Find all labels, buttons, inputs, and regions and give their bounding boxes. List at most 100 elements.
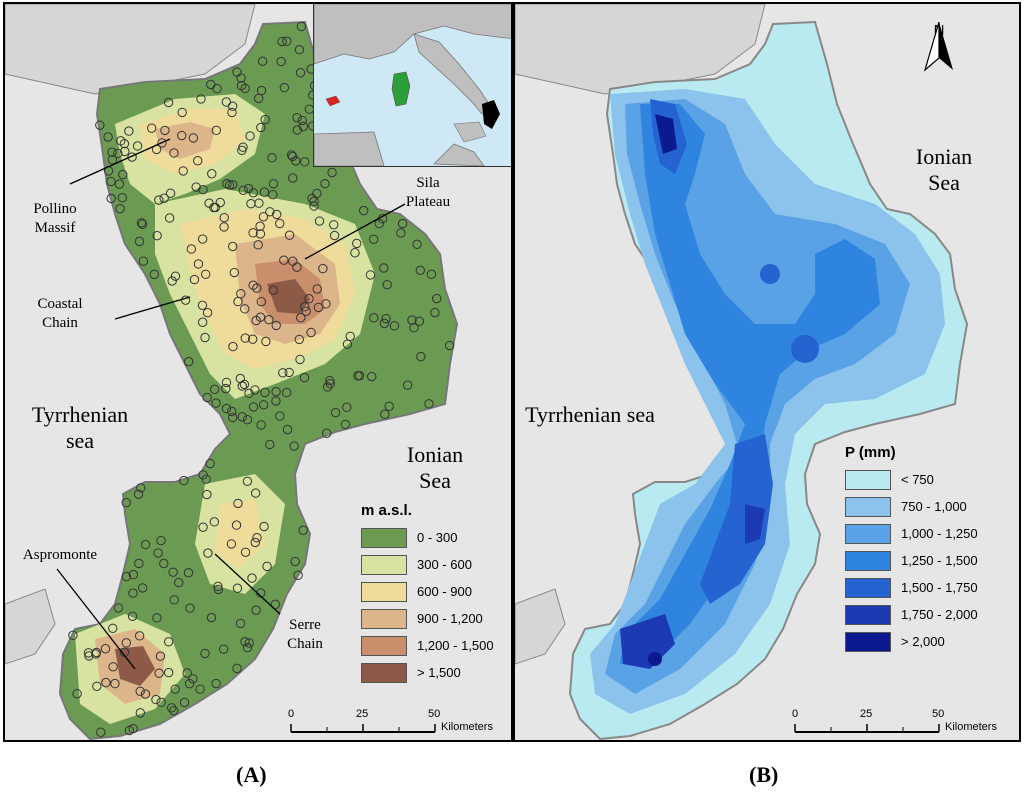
station-marker [163,97,174,108]
station-marker [412,239,422,250]
station-marker [135,686,145,696]
station-marker [257,56,268,66]
station-marker [292,125,303,135]
station-marker [279,255,289,265]
coastal-chain-label: Coastal Chain [37,296,83,331]
station-marker [153,548,163,558]
station-marker [232,663,242,674]
elevation-legend-label: 300 - 600 [417,557,472,572]
precipitation-legend-label: < 750 [901,472,934,487]
station-marker [296,313,306,323]
station-marker [258,212,269,222]
precipitation-legend-swatch [845,577,891,598]
station-marker [168,567,178,577]
station-marker [84,651,94,661]
station-marker [298,525,308,535]
station-marker [242,414,253,425]
station-marker [146,123,157,133]
station-marker [154,668,164,678]
station-marker [152,613,162,623]
station-marker [184,678,195,689]
station-marker [248,228,258,238]
station-marker [224,180,235,190]
station-marker [106,176,116,187]
station-marker [287,151,298,162]
station-marker [169,706,179,716]
locator-inset-map [313,4,511,167]
station-marker [237,145,247,156]
station-marker [306,327,316,338]
scale-tick-50: 50 [428,708,441,720]
station-marker [281,387,292,398]
elevation-legend-item: 1,200 - 1,500 [361,632,494,659]
station-marker [154,195,164,205]
station-marker [256,296,267,307]
scale-unit-label-b: Kilometers [945,721,997,733]
station-marker [294,334,305,345]
station-marker [244,638,254,648]
station-marker [290,556,300,567]
station-marker [312,284,322,294]
precipitation-legend-item: 1,500 - 1,750 [845,574,978,601]
station-marker [211,398,221,408]
station-marker [183,568,194,578]
precip-1500-1750-serre [700,434,773,604]
elevation-legend-label: 1,200 - 1,500 [417,638,494,653]
station-marker [221,377,232,388]
zone-600-900-serre [215,499,265,569]
station-marker [409,323,419,333]
station-marker [127,152,137,162]
station-marker [193,156,203,166]
elevation-map [5,4,459,740]
station-marker [193,259,204,269]
station-marker [415,265,426,276]
station-marker [113,603,124,613]
station-marker [238,185,248,196]
station-marker [124,725,135,736]
station-marker [174,577,184,588]
station-marker [246,198,256,209]
station-marker [202,307,213,318]
station-marker [135,708,146,718]
station-marker [265,207,275,217]
station-marker [322,428,332,438]
station-marker [268,189,278,200]
station-marker [255,312,266,322]
station-marker [297,115,308,126]
station-marker [167,276,177,286]
station-marker [268,285,278,295]
sicily-coast [5,588,56,665]
station-marker [312,188,322,199]
precip-1750-2000-serre [745,504,765,544]
station-marker [340,419,351,430]
precip-1500-1750-sila-south [791,335,819,363]
precipitation-legend-label: 1,000 - 1,250 [901,526,978,541]
station-marker [389,321,400,331]
station-marker [277,36,287,47]
station-marker [206,79,216,90]
station-marker [177,130,187,141]
station-marker [134,558,144,569]
station-marker [258,400,269,410]
station-marker [228,341,238,352]
station-marker [245,131,255,141]
station-marker [136,483,146,493]
station-marker [229,267,240,278]
precipitation-legend-item: 1,750 - 2,000 [845,601,978,628]
station-marker [116,136,126,146]
ionian-sea-label-b: Ionian Sea [915,144,973,195]
station-marker [365,270,376,280]
station-marker [261,336,271,347]
elevation-legend-item: 0 - 300 [361,524,494,551]
station-marker [120,146,130,157]
station-marker [236,80,247,91]
station-marker [137,583,148,593]
zone-900-1200-pollino [155,122,215,159]
station-marker [247,573,257,583]
station-marker [279,82,290,93]
station-marker [110,678,120,689]
station-marker [215,197,225,208]
precipitation-legend-swatch [845,496,891,517]
station-marker [294,44,305,55]
station-marker [288,173,298,183]
